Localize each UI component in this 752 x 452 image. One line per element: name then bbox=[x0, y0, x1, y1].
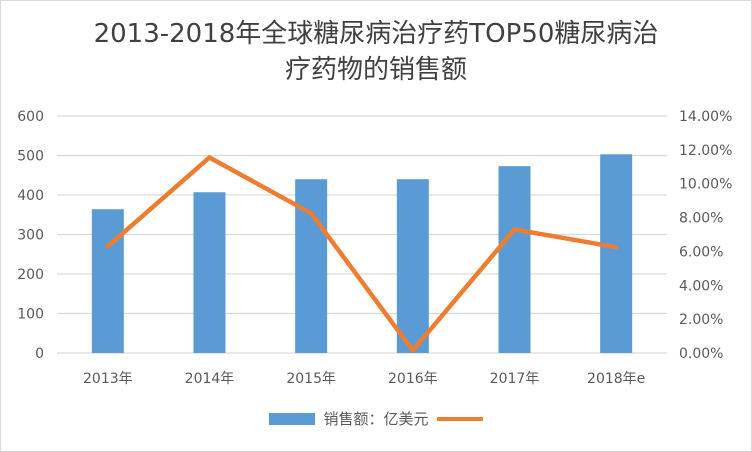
growth-line bbox=[105, 155, 619, 353]
x-tick-label: 2013年 bbox=[83, 371, 133, 387]
bar bbox=[91, 209, 124, 353]
y-left-tick-label: 400 bbox=[17, 188, 44, 204]
x-tick-label: 2016年 bbox=[388, 371, 438, 387]
y-left-tick-label: 500 bbox=[17, 149, 44, 165]
legend-line-swatch bbox=[436, 416, 483, 421]
chart-title: 2013-2018年全球糖尿病治疗药TOP50糖尿病治 疗药物的销售额 bbox=[0, 16, 752, 88]
y-right-tick-label: 4.00% bbox=[679, 278, 723, 294]
y-right-tick-label: 6.00% bbox=[679, 244, 723, 260]
x-tick-label: 2018年e bbox=[587, 371, 645, 387]
chart-title-line-1: 2013-2018年全球糖尿病治疗药TOP50糖尿病治 bbox=[93, 19, 659, 49]
x-tick-label: 2017年 bbox=[490, 371, 540, 387]
bar bbox=[498, 166, 531, 353]
x-tick-label: 2014年 bbox=[185, 371, 235, 387]
bar bbox=[193, 192, 226, 353]
y-left-tick-label: 0 bbox=[35, 346, 44, 362]
y-right-tick-label: 8.00% bbox=[679, 211, 723, 227]
bar bbox=[396, 179, 429, 353]
y-right-tick-label: 2.00% bbox=[679, 312, 723, 328]
y-left-tick-label: 200 bbox=[17, 267, 44, 283]
y-left-tick-label: 300 bbox=[17, 228, 44, 244]
y-right-tick-label: 12.00% bbox=[679, 143, 732, 159]
x-tick-label: 2015年 bbox=[286, 371, 336, 387]
y-left-tick-label: 100 bbox=[17, 307, 44, 323]
y-left-tick-label: 600 bbox=[17, 109, 44, 125]
chart-title-line-2: 疗药物的销售额 bbox=[284, 55, 467, 85]
legend: 销售额：亿美元 bbox=[0, 408, 752, 429]
legend-label-sales: 销售额：亿美元 bbox=[323, 410, 429, 428]
legend-bar-swatch bbox=[269, 412, 316, 425]
bar bbox=[600, 154, 633, 353]
y-right-tick-label: 10.00% bbox=[679, 177, 732, 193]
y-right-tick-label: 14.00% bbox=[679, 109, 732, 125]
y-right-tick-label: 0.00% bbox=[679, 346, 723, 362]
